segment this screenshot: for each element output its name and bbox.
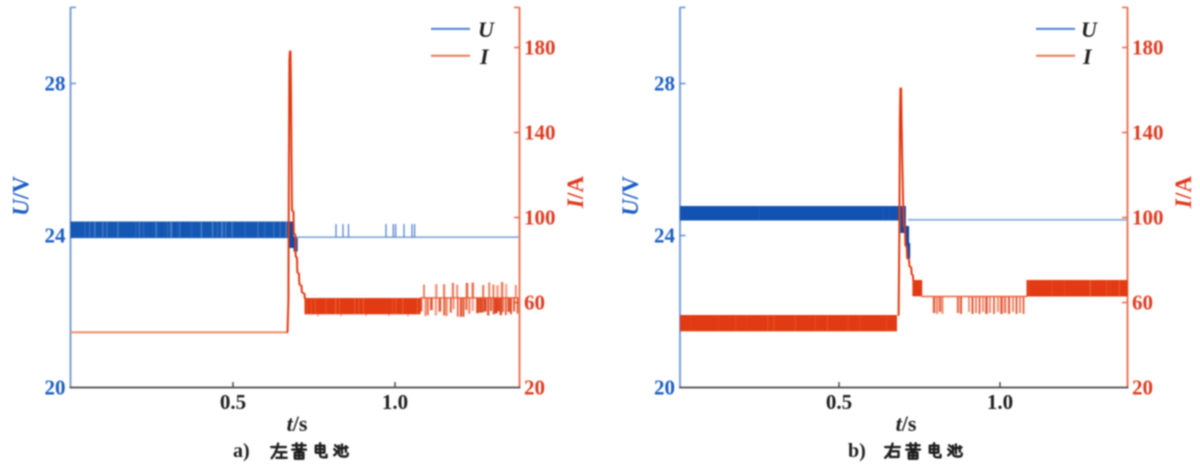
svg-text:60: 60	[1132, 291, 1153, 315]
svg-text:I: I	[1082, 44, 1093, 69]
svg-text:24: 24	[45, 224, 67, 248]
svg-text:b): b)	[848, 440, 866, 462]
svg-text:U: U	[478, 17, 495, 42]
svg-text:20: 20	[45, 376, 66, 400]
svg-text:20: 20	[524, 376, 545, 400]
svg-text:140: 140	[1132, 121, 1164, 145]
svg-text:0.5: 0.5	[220, 390, 246, 414]
svg-text:180: 180	[524, 36, 556, 60]
svg-text:1.0: 1.0	[382, 390, 408, 414]
svg-text:1.0: 1.0	[987, 390, 1013, 414]
svg-text:20: 20	[654, 376, 675, 400]
svg-text:100: 100	[524, 206, 556, 230]
svg-text:I/A: I/A	[1171, 176, 1196, 209]
svg-text:t/s: t/s	[896, 411, 917, 436]
svg-text:U: U	[1081, 17, 1098, 42]
svg-text:U/V: U/V	[9, 176, 34, 216]
svg-text:U/V: U/V	[618, 176, 643, 216]
svg-text:28: 28	[654, 72, 675, 96]
svg-text:100: 100	[1132, 206, 1164, 230]
svg-text:20: 20	[1132, 376, 1153, 400]
svg-text:24: 24	[654, 224, 676, 248]
svg-text:I/A: I/A	[563, 176, 588, 209]
svg-text:28: 28	[45, 72, 66, 96]
svg-text:a): a)	[233, 440, 250, 462]
svg-text:t/s: t/s	[287, 411, 308, 436]
svg-text:140: 140	[524, 121, 556, 145]
svg-text:60: 60	[524, 291, 545, 315]
svg-text:I: I	[479, 44, 490, 69]
svg-text:180: 180	[1132, 36, 1164, 60]
svg-text:0.5: 0.5	[826, 390, 852, 414]
